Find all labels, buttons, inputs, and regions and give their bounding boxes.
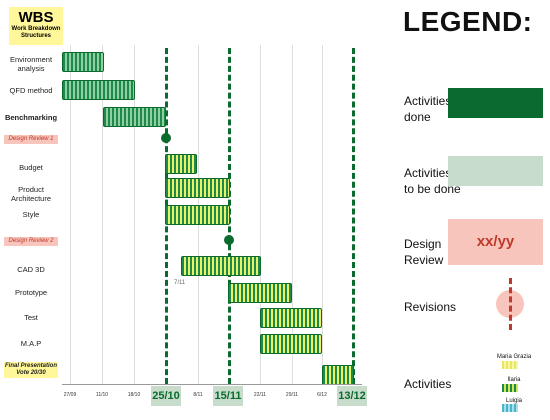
- timeline-axis: [62, 384, 362, 385]
- activity-swatch-1: [502, 361, 518, 369]
- gridline: [292, 45, 293, 385]
- bar-map: [260, 334, 322, 354]
- legend-activities-label: Activities: [404, 377, 452, 391]
- row-label-final-presentation: Final Presentation Vote 20/30: [4, 362, 58, 378]
- gridline: [102, 45, 103, 385]
- cad-start-note: 7/11: [174, 280, 186, 286]
- row-label-design-review-1: Design Review 1: [4, 135, 58, 144]
- bar-style: [165, 205, 230, 225]
- legend-review-badge: xx/yy: [448, 219, 543, 265]
- tick-label: 22/11: [253, 392, 267, 398]
- milestone-date-1: 25/10: [151, 386, 181, 406]
- row-label-test: Test: [24, 313, 38, 322]
- milestone-date-2: 15/11: [213, 386, 243, 406]
- legend-done-label: Activities done: [404, 94, 452, 124]
- row-label-design-review-2: Design Review 2: [4, 237, 58, 246]
- gridline: [260, 45, 261, 385]
- bar-benchmarking: [103, 107, 166, 127]
- tick-label: 29/11: [285, 392, 299, 398]
- tick-label: 6/12: [317, 392, 327, 398]
- legend-todo-swatch: [448, 156, 543, 186]
- activity-person-2: Ilaria: [507, 377, 521, 383]
- legend-review-label: Design Review: [404, 237, 444, 267]
- milestone-line-3: [352, 48, 355, 384]
- milestone-date-3: 13/12: [337, 386, 367, 406]
- row-label-budget: Budget: [19, 163, 43, 172]
- row-label-prototype: Prototype: [14, 288, 48, 297]
- activity-swatch-3: [502, 404, 518, 412]
- activity-swatch-2: [502, 384, 518, 392]
- tick-label: 11/10: [95, 392, 109, 398]
- row-label-style: Style: [22, 210, 40, 219]
- row-label-product-architecture: Product Architecture: [10, 185, 52, 203]
- wbs-title: WBS: [18, 9, 54, 26]
- legend-revisions-label: Revisions: [404, 300, 457, 314]
- gridline: [134, 45, 135, 385]
- bar-budget: [165, 154, 197, 174]
- review-dot-1: [161, 133, 171, 143]
- bar-cad-3d: [181, 256, 261, 276]
- tick-label: 27/09: [63, 392, 77, 398]
- row-label-map: M.A.P: [20, 339, 42, 348]
- bar-final-presentation: [322, 365, 354, 385]
- bar-product-architecture: [165, 178, 230, 198]
- wbs-subtitle: Work Breakdown Structures: [11, 26, 61, 39]
- tick-label: 18/10: [127, 392, 141, 398]
- wbs-badge: WBS Work Breakdown Structures: [9, 7, 63, 45]
- legend-title: LEGEND:: [403, 6, 533, 37]
- row-label-cad-3d: CAD 3D: [17, 265, 45, 274]
- legend-done-swatch: [448, 88, 543, 118]
- row-label-environment-analysis: Environment analysis: [9, 55, 53, 73]
- activity-person-3: Luigia: [505, 398, 522, 404]
- gridline: [70, 45, 71, 385]
- row-label-qfd-method: QFD method: [9, 86, 53, 95]
- legend-todo-label: Activities to be done: [404, 166, 461, 196]
- legend-revisions-line: [509, 278, 512, 330]
- tick-label: 8/11: [193, 392, 203, 398]
- bar-test: [260, 308, 322, 328]
- activity-person-1: Maria Grazia: [496, 354, 532, 360]
- bar-qfd-method: [62, 80, 135, 100]
- review-dot-2: [224, 235, 234, 245]
- gridline: [322, 45, 323, 385]
- bar-environment-analysis: [62, 52, 104, 72]
- row-label-benchmarking: Benchmarking: [4, 113, 58, 122]
- bar-prototype: [228, 283, 292, 303]
